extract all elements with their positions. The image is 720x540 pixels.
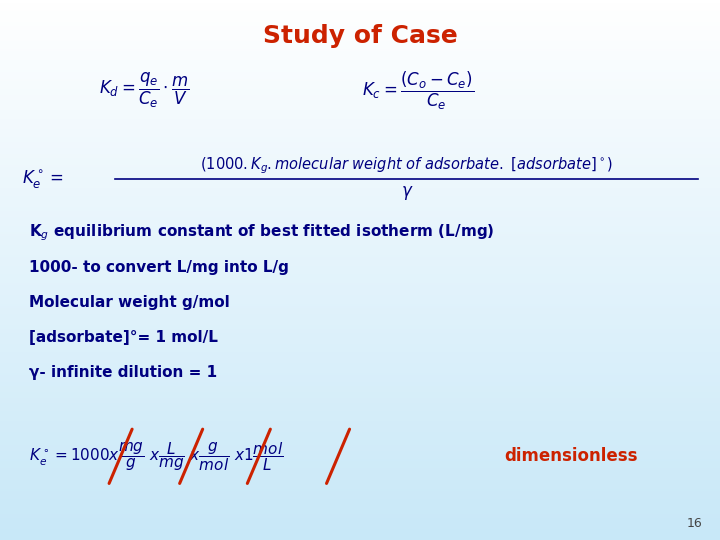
Text: γ- infinite dilution = 1: γ- infinite dilution = 1	[29, 365, 217, 380]
Text: Molecular weight g/mol: Molecular weight g/mol	[29, 295, 230, 310]
Text: $K_e^\circ = 1000x\dfrac{mg}{g}\ x\dfrac{L}{mg}\ x\dfrac{g}{mol}\ x1\dfrac{mol}{: $K_e^\circ = 1000x\dfrac{mg}{g}\ x\dfrac…	[29, 440, 283, 472]
Text: $K_c = \dfrac{(C_o - C_e)}{C_e}$: $K_c = \dfrac{(C_o - C_e)}{C_e}$	[361, 70, 474, 112]
Text: Study of Case: Study of Case	[263, 24, 457, 48]
Text: dimensionless: dimensionless	[504, 447, 637, 465]
Text: [adsorbate]°= 1 mol/L: [adsorbate]°= 1 mol/L	[29, 330, 217, 345]
Text: $K_d = \dfrac{q_e}{C_e} \cdot \dfrac{m}{V}$: $K_d = \dfrac{q_e}{C_e} \cdot \dfrac{m}{…	[99, 71, 189, 110]
Text: $\mathit{(1000.K_g.molecular\ weight\ of\ adsorbate.\ [adsorbate]^\circ)}$: $\mathit{(1000.K_g.molecular\ weight\ of…	[200, 156, 613, 176]
Text: 16: 16	[686, 517, 702, 530]
Text: $\gamma$: $\gamma$	[400, 184, 413, 202]
Text: $K_e^\circ =$: $K_e^\circ =$	[22, 168, 63, 190]
Text: 1000- to convert L/mg into L/g: 1000- to convert L/mg into L/g	[29, 260, 289, 275]
Text: K$_g$ equilibrium constant of best fitted isotherm (L/mg): K$_g$ equilibrium constant of best fitte…	[29, 222, 495, 242]
